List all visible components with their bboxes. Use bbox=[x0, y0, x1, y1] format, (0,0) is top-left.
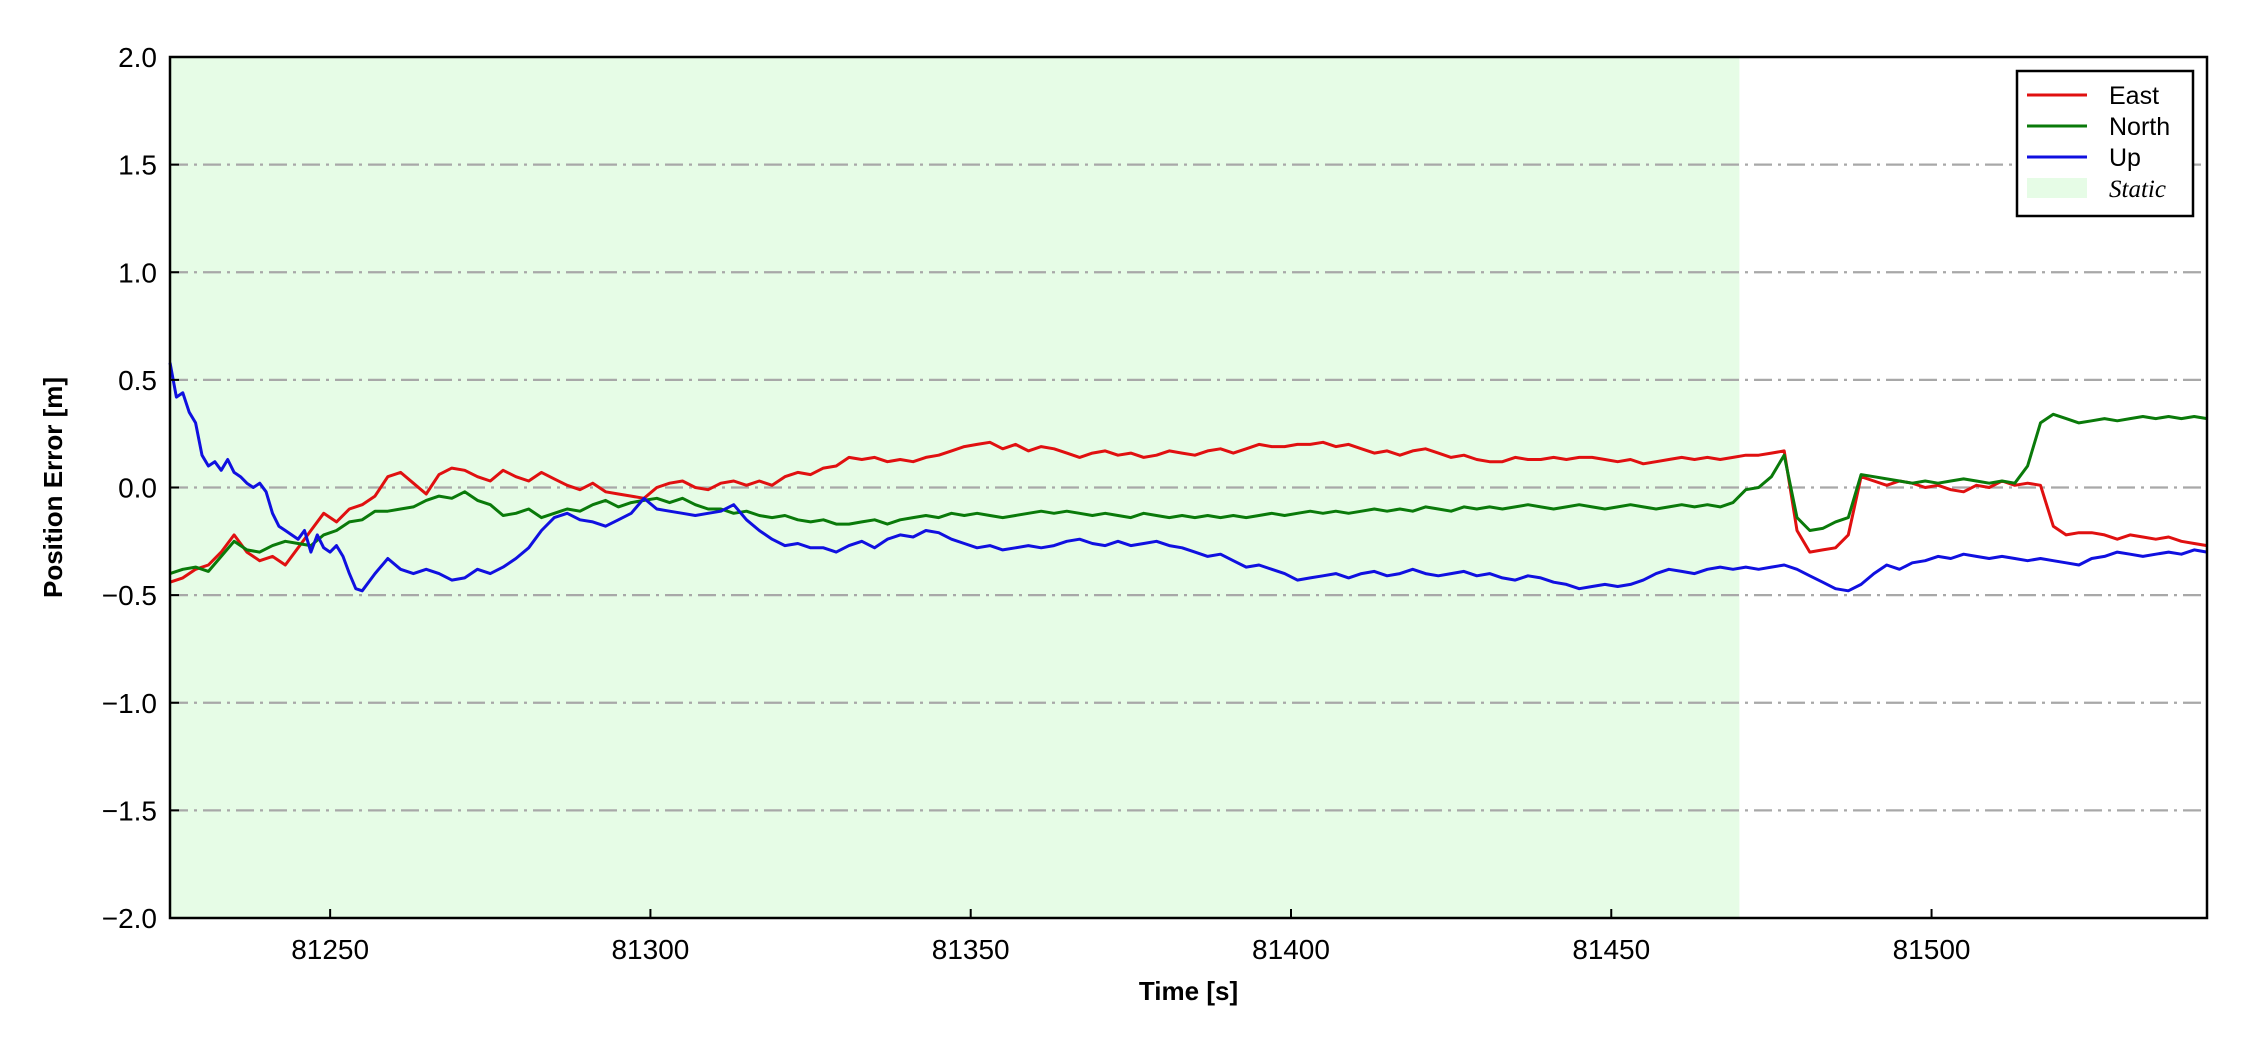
y-tick-label: 0.5 bbox=[118, 365, 157, 396]
y-tick-label: 1.5 bbox=[118, 150, 157, 181]
y-tick-label: 2.0 bbox=[118, 42, 157, 73]
y-tick-label: −2.0 bbox=[102, 903, 157, 934]
y-tick-label: −1.0 bbox=[102, 688, 157, 719]
x-axis-ticks: 81250 81300 81350 81400 81450 81500 bbox=[291, 909, 1970, 965]
legend-label-up: Up bbox=[2109, 144, 2141, 172]
legend-label-north: North bbox=[2109, 113, 2170, 141]
y-tick-label: 1.0 bbox=[118, 257, 157, 288]
x-tick-label: 81450 bbox=[1572, 934, 1650, 965]
y-axis-ticks: 2.0 1.5 1.0 0.5 0.0 −0.5 −1.0 −1.5 −2.0 bbox=[102, 42, 179, 934]
x-tick-label: 81500 bbox=[1893, 934, 1971, 965]
grid-lines bbox=[170, 163, 2207, 812]
x-tick-label: 81250 bbox=[291, 934, 369, 965]
legend-swatch-static bbox=[2027, 178, 2087, 198]
legend-label-east: East bbox=[2109, 82, 2159, 110]
x-tick-label: 81350 bbox=[932, 934, 1010, 965]
x-axis-label: Time [s] bbox=[1139, 976, 1238, 1006]
series-line-east bbox=[169, 440, 2208, 584]
y-tick-label: −1.5 bbox=[102, 795, 157, 826]
x-tick-label: 81400 bbox=[1252, 934, 1330, 965]
x-tick-label: 81300 bbox=[611, 934, 689, 965]
series-line-north bbox=[169, 412, 2208, 576]
series-line-up bbox=[168, 362, 2208, 593]
y-axis-label: Position Error [m] bbox=[38, 377, 68, 598]
legend: East North Up Static bbox=[2015, 69, 2195, 218]
y-tick-label: −0.5 bbox=[102, 580, 157, 611]
legend-label-static: Static bbox=[2109, 176, 2166, 203]
y-tick-label: 0.0 bbox=[118, 473, 157, 504]
series-lines bbox=[168, 362, 2208, 593]
